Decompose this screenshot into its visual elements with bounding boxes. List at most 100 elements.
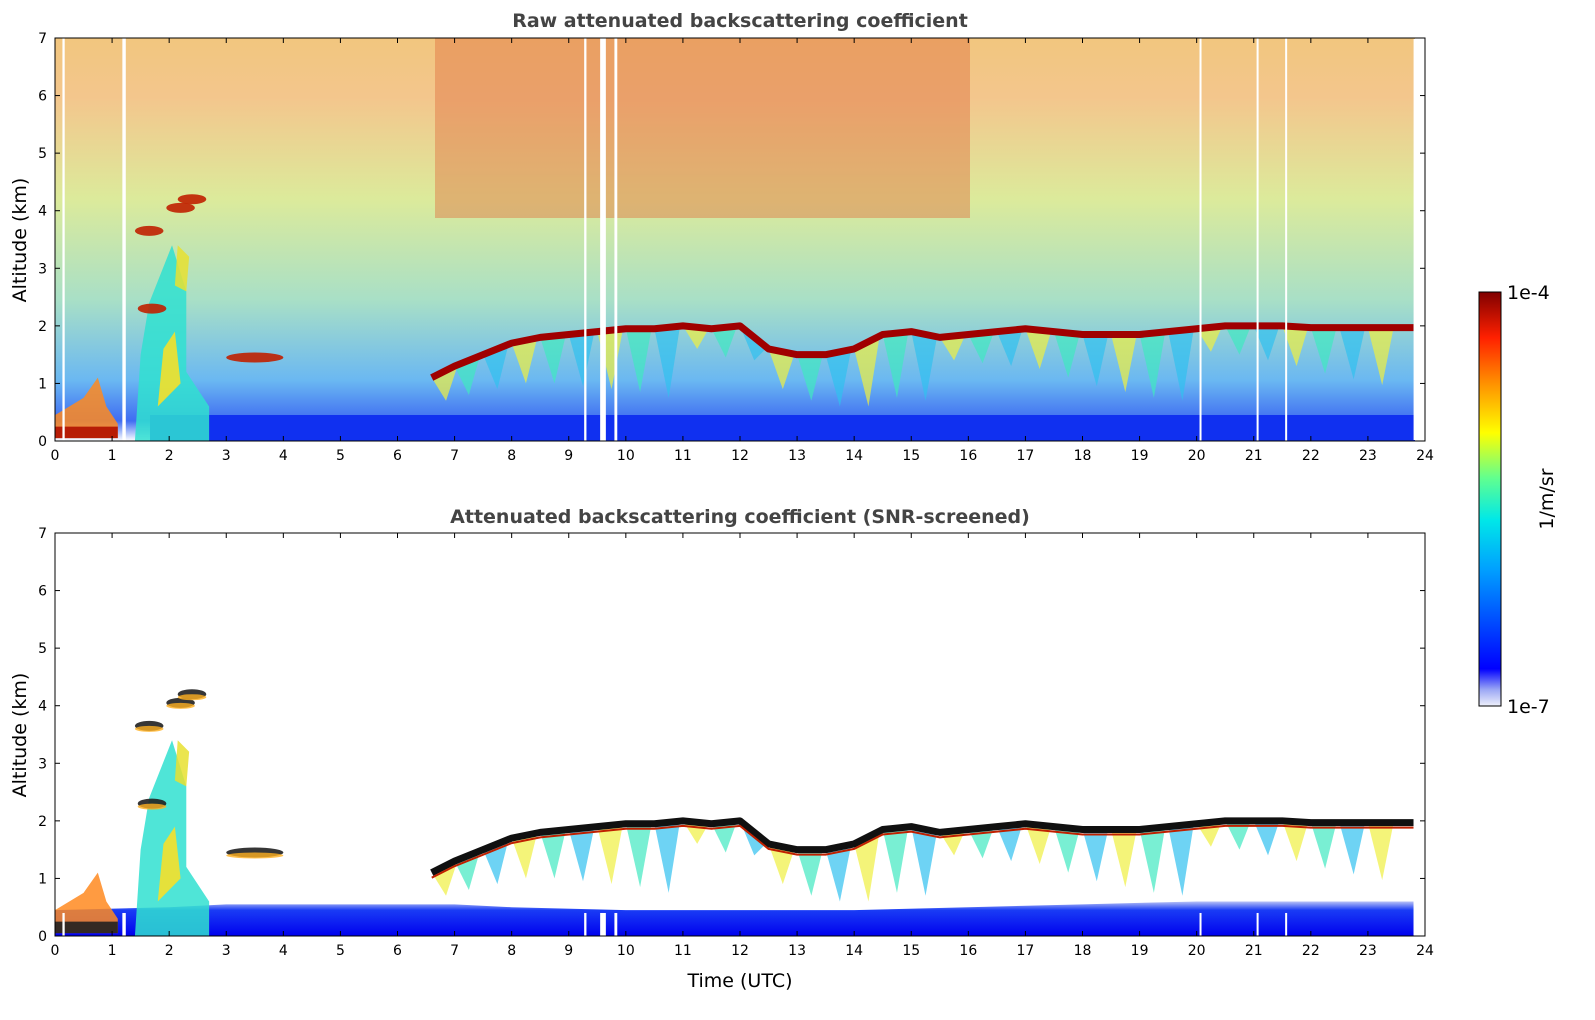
panel-screened-background <box>55 533 1425 936</box>
elevated-aerosol-blob-edge <box>166 702 195 709</box>
data-gap <box>1199 912 1202 936</box>
subcloud-column <box>1053 331 1080 378</box>
panel-screened-boundary-layer <box>55 901 1414 936</box>
y-tick-label: 1 <box>38 871 47 887</box>
y-tick-label: 2 <box>38 319 47 335</box>
subcloud-column <box>939 334 966 361</box>
subcloud-column <box>768 843 795 885</box>
early-surface-core <box>55 426 118 439</box>
elevated-aerosol-blob-edge <box>137 803 167 810</box>
data-gap <box>1199 38 1202 441</box>
subcloud-column <box>1168 328 1194 401</box>
data-gap <box>1285 38 1288 441</box>
no-data-region <box>1413 39 1424 440</box>
subcloud-column <box>882 826 909 893</box>
subcloud-column <box>1310 822 1337 869</box>
x-tick-label: 9 <box>564 448 573 464</box>
subcloud-column <box>996 328 1023 367</box>
y-tick-label: 2 <box>38 814 47 830</box>
data-gap <box>122 38 126 441</box>
x-tick-label: 1 <box>108 943 117 959</box>
data-gap <box>600 912 606 936</box>
subcloud-column <box>1196 325 1223 352</box>
y-tick-label: 7 <box>38 526 47 542</box>
x-tick-label: 24 <box>1416 448 1434 464</box>
x-tick-label: 2 <box>165 943 174 959</box>
subcloud-column <box>1367 327 1394 386</box>
y-tick-label: 5 <box>38 146 47 162</box>
subcloud-column <box>1053 826 1080 873</box>
subcloud-column <box>1282 820 1308 862</box>
x-tick-label: 11 <box>674 943 692 959</box>
panel-raw-noise-hot-region <box>435 38 970 218</box>
x-tick-label: 19 <box>1131 943 1149 959</box>
upper-plume <box>174 740 190 787</box>
no-data-region <box>1413 534 1424 935</box>
panel-screened-data-gaps <box>62 534 1424 936</box>
subcloud-column <box>1253 325 1280 361</box>
panel-raw-y-axis: 0 1 2 3 4 5 6 7 <box>38 31 1425 450</box>
subcloud-column <box>1253 820 1280 856</box>
cloud-base-line <box>430 817 1414 876</box>
subcloud-column <box>568 826 595 882</box>
subcloud-column <box>996 823 1023 862</box>
subcloud-column <box>1282 325 1308 367</box>
subcloud-column <box>511 832 538 879</box>
elevated-aerosol-blob <box>166 202 195 213</box>
x-tick-label: 9 <box>564 943 573 959</box>
x-tick-label: 3 <box>222 448 231 464</box>
subcloud-column <box>797 849 823 896</box>
y-tick-label: 4 <box>38 699 47 715</box>
elevated-aerosol-blob-edge <box>134 725 164 732</box>
panel-screened-cloud-layer <box>430 817 1414 879</box>
x-tick-label: 20 <box>1188 943 1206 959</box>
x-tick-label: 10 <box>617 943 635 959</box>
subcloud-column <box>431 861 458 896</box>
subcloud-column <box>711 325 738 358</box>
colorbar-gradient <box>1478 291 1502 707</box>
colorbar-unit-label: 1/m/sr <box>1536 468 1558 529</box>
cloud-base-line <box>430 322 1414 381</box>
data-gap <box>614 912 618 936</box>
subcloud-column <box>768 348 795 390</box>
subcloud-column <box>911 826 937 896</box>
subcloud-column <box>625 823 652 888</box>
panel-screened-title: Attenuated backscattering coefficient (S… <box>450 506 1030 528</box>
x-tick-label: 21 <box>1245 943 1263 959</box>
x-tick-label: 12 <box>731 943 749 959</box>
x-tick-label: 15 <box>902 943 920 959</box>
x-tick-label: 2 <box>165 448 174 464</box>
x-tick-label: 22 <box>1302 448 1320 464</box>
panel-raw-noise-background <box>55 38 1415 441</box>
panel-raw-plot-area <box>55 38 1424 441</box>
x-tick-label: 7 <box>450 448 459 464</box>
subcloud-column <box>797 354 823 401</box>
subcloud-column <box>1111 334 1137 393</box>
data-gap <box>584 38 587 441</box>
panel-raw-title: Raw attenuated backscattering coefficien… <box>512 10 968 32</box>
y-tick-label: 1 <box>38 376 47 392</box>
colorbar-min-label: 1e-7 <box>1507 696 1550 718</box>
x-tick-label: 17 <box>1017 448 1035 464</box>
subcloud-column <box>825 348 852 407</box>
subcloud-column <box>1111 829 1137 888</box>
panel-screened: Attenuated backscattering coefficient (S… <box>9 506 1434 992</box>
panel-screened-y-label: Altitude (km) <box>9 673 31 798</box>
x-tick-label: 5 <box>336 448 345 464</box>
early-surface-aerosol <box>55 872 118 934</box>
subcloud-column <box>1339 822 1366 875</box>
x-tick-label: 24 <box>1416 943 1434 959</box>
subcloud-column <box>568 331 595 387</box>
x-tick-label: 20 <box>1188 448 1206 464</box>
data-gap <box>1285 912 1288 936</box>
subcloud-column <box>654 325 681 398</box>
elevated-aerosol-blob <box>226 352 284 363</box>
subcloud-column <box>968 331 995 364</box>
x-tick-label: 16 <box>959 943 977 959</box>
x-tick-label: 7 <box>450 943 459 959</box>
subcloud-column <box>1025 328 1052 370</box>
subcloud-column <box>540 829 566 879</box>
x-tick-label: 13 <box>788 448 806 464</box>
x-tick-label: 19 <box>1131 448 1149 464</box>
subcloud-column <box>540 334 566 384</box>
